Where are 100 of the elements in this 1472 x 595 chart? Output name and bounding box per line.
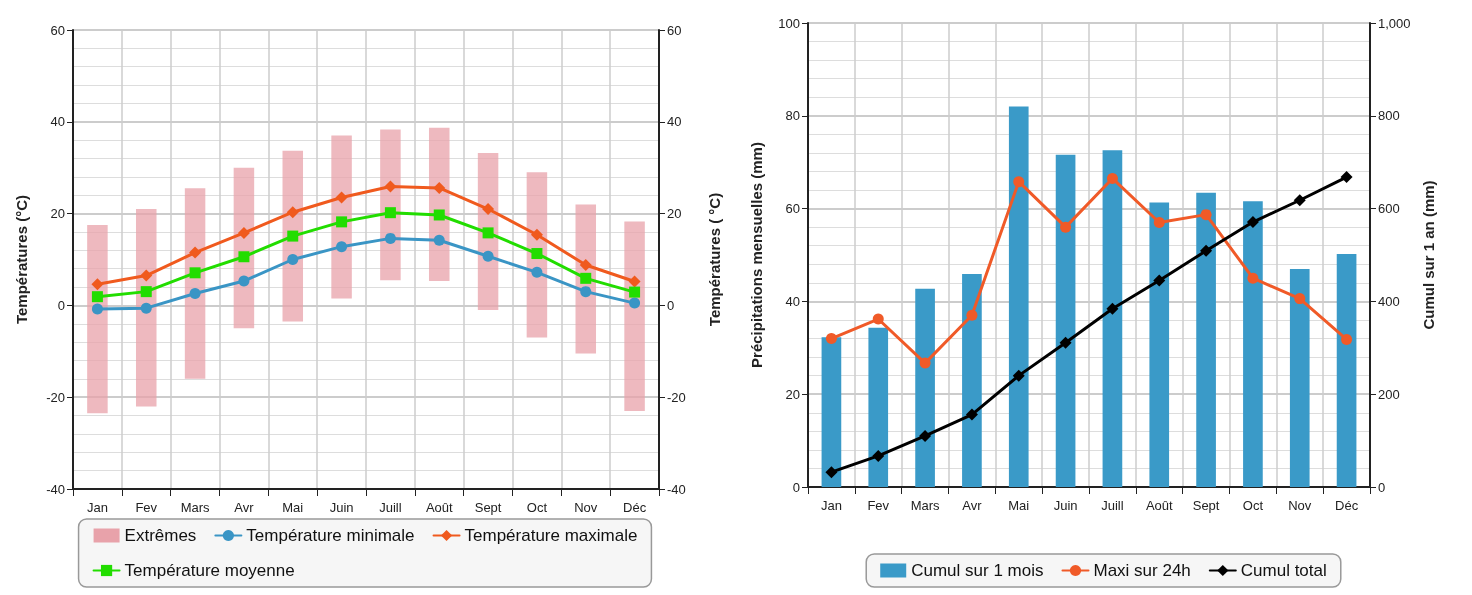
point: [237, 226, 250, 239]
legend-label: Extrêmes: [124, 526, 197, 545]
point: [1153, 274, 1166, 287]
bar: [962, 274, 982, 487]
bar: [821, 337, 842, 487]
point: [287, 254, 299, 265]
y-tick-label: 20: [785, 386, 800, 402]
point: [628, 275, 641, 288]
bar: [1149, 202, 1170, 487]
point: [1293, 194, 1306, 207]
x-tick-label: Juill: [379, 500, 402, 515]
y2-tick-label: 40: [667, 114, 682, 130]
point: [384, 207, 396, 219]
x-tick-label: Fev: [135, 500, 158, 515]
y-tick-label: 20: [50, 206, 65, 222]
y-tick-label: 100: [778, 15, 800, 31]
point: [286, 206, 299, 219]
x-tick-label: Mars: [180, 500, 211, 515]
bar: [1243, 201, 1263, 487]
point: [433, 181, 446, 194]
point: [91, 303, 103, 315]
point: [1059, 336, 1072, 349]
y-tick-label: 80: [785, 108, 800, 124]
point: [238, 275, 250, 287]
point: [965, 408, 978, 421]
x-tick-label: Oct: [1242, 498, 1264, 513]
point: [1060, 221, 1072, 233]
y2-axis-title: Cumul sur 1 an (mm): [1420, 180, 1438, 330]
x-tick-label: Déc: [623, 500, 647, 515]
point: [140, 269, 153, 282]
x-tick-label: Sept: [474, 500, 502, 515]
y2-tick-label: 0: [1378, 479, 1386, 495]
point: [1013, 176, 1025, 188]
y-axis-title: Températures (°C): [13, 194, 30, 325]
bar: [624, 221, 645, 411]
point: [919, 357, 931, 369]
bar: [184, 188, 206, 379]
point: [189, 267, 201, 279]
point: [531, 248, 543, 260]
point: [1294, 293, 1306, 305]
legend-label: Température moyenne: [124, 561, 295, 580]
legend-label: Maxi sur 24h: [1093, 561, 1191, 580]
bar: [136, 209, 157, 407]
point: [482, 203, 495, 216]
y2-tick-label: 0: [667, 297, 675, 313]
x-tick-label: Déc: [1335, 498, 1359, 513]
point: [482, 227, 494, 239]
y-tick-label: 0: [792, 479, 800, 495]
y2-axis-title: Températures ( °C): [706, 192, 723, 327]
point: [1012, 369, 1025, 382]
legend-label: Cumul total: [1240, 561, 1327, 580]
y2-tick-label: 1,000: [1378, 15, 1411, 31]
x-tick-label: Juin: [329, 500, 354, 515]
point: [966, 309, 978, 321]
x-tick-label: Mars: [910, 498, 941, 513]
x-tick-label: Jan: [86, 500, 108, 515]
x-tick-label: Juin: [1053, 498, 1078, 513]
x-tick-label: Juill: [1101, 498, 1124, 513]
point: [1200, 244, 1213, 257]
y-tick-label: 40: [785, 293, 800, 309]
point: [872, 449, 885, 462]
y-axis-title: Précipitations mensuelles (mm): [748, 142, 765, 368]
x-tick-label: Sept: [1192, 498, 1220, 513]
x-tick-label: Nov: [574, 500, 598, 515]
point: [919, 429, 932, 442]
point: [433, 234, 445, 246]
bar: [1008, 106, 1029, 487]
point: [531, 266, 543, 278]
legend-label: Cumul sur 1 mois: [911, 561, 1044, 580]
x-tick-label: Avr: [962, 498, 983, 513]
bar: [1102, 150, 1123, 487]
point: [580, 272, 592, 284]
point: [91, 291, 103, 303]
x-tick-label: Oct: [526, 500, 548, 515]
point: [1247, 272, 1259, 284]
point: [189, 287, 201, 299]
x-tick-label: Jan: [820, 498, 842, 513]
y2-tick-label: 600: [1378, 201, 1400, 217]
y2-tick-label: -20: [667, 389, 686, 405]
x-tick-label: Mai: [282, 500, 304, 515]
point: [384, 180, 397, 193]
point: [1200, 209, 1212, 221]
point: [140, 286, 152, 298]
bar: [1336, 254, 1357, 487]
bar: [1055, 154, 1076, 487]
x-tick-label: Fev: [867, 498, 890, 513]
x-tick-label: Mai: [1008, 498, 1030, 513]
point: [336, 216, 348, 228]
bar: [915, 288, 935, 487]
point: [1106, 172, 1118, 184]
y-tick-label: 0: [57, 297, 65, 313]
y-tick-label: 40: [50, 114, 65, 130]
point: [579, 259, 592, 272]
point: [1341, 333, 1353, 345]
y2-tick-label: 800: [1378, 108, 1400, 124]
y-tick-label: -40: [46, 481, 65, 497]
point: [530, 228, 543, 241]
point: [1246, 216, 1259, 229]
point: [872, 313, 884, 325]
x-tick-label: Août: [425, 500, 454, 515]
